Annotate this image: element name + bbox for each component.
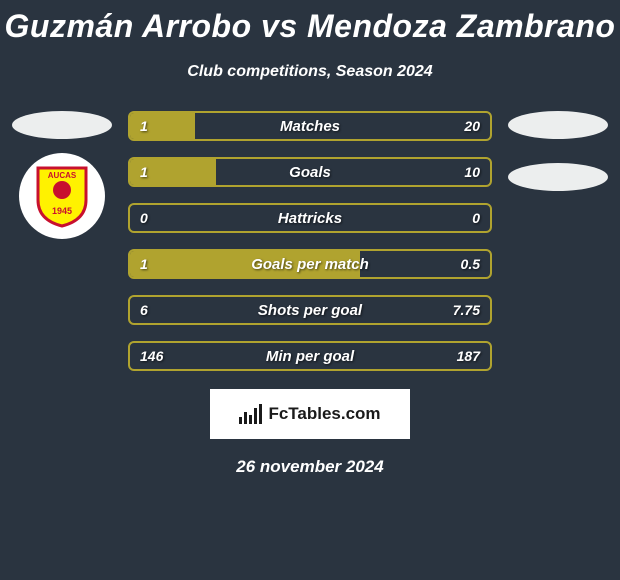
stat-label: Hattricks (130, 205, 490, 231)
page-title: Guzmán Arrobo vs Mendoza Zambrano (0, 0, 620, 45)
stat-label: Goals per match (130, 251, 490, 277)
stat-value-right: 10 (464, 159, 480, 185)
brand-box: FcTables.com (210, 389, 410, 439)
stat-label: Matches (130, 113, 490, 139)
player-right-oval-1 (508, 111, 608, 139)
svg-text:1945: 1945 (52, 206, 72, 216)
player-right-oval-2 (508, 163, 608, 191)
subtitle: Club competitions, Season 2024 (0, 63, 620, 81)
stat-value-right: 7.75 (453, 297, 480, 323)
left-player-col: AUCAS 1945 (12, 111, 112, 371)
stat-row: 1 Goals 10 (128, 157, 492, 187)
stat-row: 6 Shots per goal 7.75 (128, 295, 492, 325)
brand-chart-icon (239, 404, 262, 424)
club-logo-left: AUCAS 1945 (19, 153, 105, 239)
player-left-oval (12, 111, 112, 139)
comparison-content: AUCAS 1945 1 Matches 20 1 Goals 10 0 Hat… (0, 111, 620, 371)
stat-value-right: 187 (457, 343, 480, 369)
right-player-col (508, 111, 608, 371)
stat-label: Goals (130, 159, 490, 185)
stat-row: 1 Goals per match 0.5 (128, 249, 492, 279)
stat-bars: 1 Matches 20 1 Goals 10 0 Hattricks 0 1 … (128, 111, 492, 371)
aucas-shield-icon: AUCAS 1945 (34, 164, 90, 228)
svg-text:AUCAS: AUCAS (48, 171, 77, 180)
date-text: 26 november 2024 (0, 457, 620, 477)
stat-value-right: 0 (472, 205, 480, 231)
stat-value-right: 20 (464, 113, 480, 139)
stat-label: Shots per goal (130, 297, 490, 323)
stat-value-right: 0.5 (461, 251, 480, 277)
stat-row: 0 Hattricks 0 (128, 203, 492, 233)
brand-text: FcTables.com (268, 404, 380, 424)
stat-row: 146 Min per goal 187 (128, 341, 492, 371)
stat-row: 1 Matches 20 (128, 111, 492, 141)
stat-label: Min per goal (130, 343, 490, 369)
